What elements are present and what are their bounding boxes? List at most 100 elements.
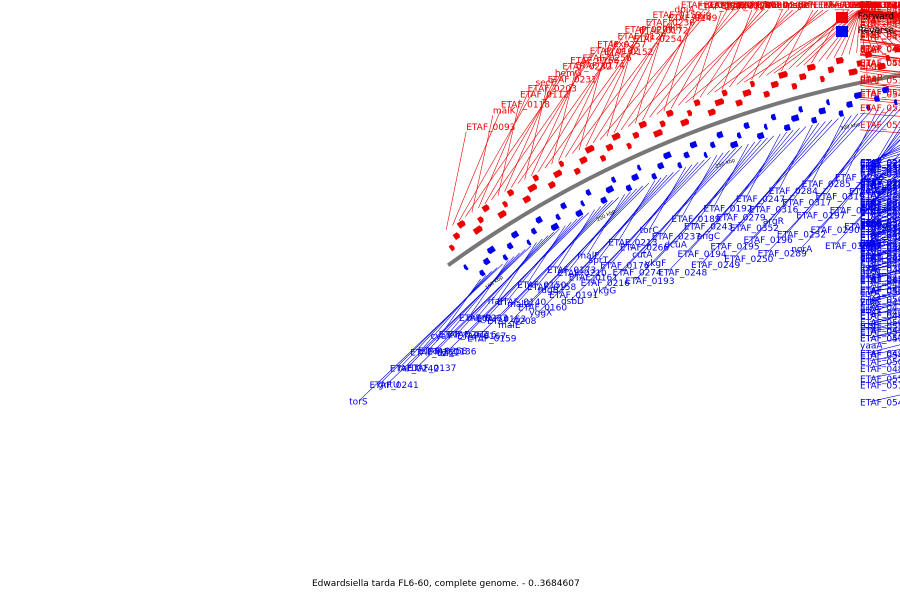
forward-gene-label: ETAF_0422 xyxy=(860,1,900,11)
reverse-gene-label: ETAF_0237 xyxy=(652,233,701,243)
reverse-gene-label: rfaH xyxy=(488,297,507,307)
reverse-gene-label: ETAF_0496 xyxy=(860,311,900,321)
forward-gene-label: ETAF_0526 xyxy=(860,31,900,41)
forward-gene-label: ETAF_0395 xyxy=(860,1,900,11)
forward-gene-label: ETAF_0540 xyxy=(860,90,900,100)
reverse-gene-label: ETAF_0388 xyxy=(860,233,900,243)
reverse-gene-label: yqjK xyxy=(860,219,881,229)
reverse-gene-label: ETAF_0488 xyxy=(860,365,900,375)
forward-gene-label: ETAF_0170 xyxy=(703,1,752,11)
forward-gene xyxy=(714,98,724,107)
forward-gene xyxy=(693,99,701,107)
forward-gene xyxy=(632,131,640,140)
reverse-gene xyxy=(506,242,514,250)
forward-gene-label: ETAF_0369 xyxy=(860,1,900,11)
reverse-gene-label: ETAF_0285 xyxy=(802,180,851,190)
forward-callout xyxy=(692,10,722,101)
reverse-gene-label: ETAF_0507 xyxy=(860,295,900,305)
reverse-callout xyxy=(379,267,498,385)
reverse-callout xyxy=(858,128,900,191)
reverse-gene-label: ETAF_0552 xyxy=(860,375,900,385)
forward-gene-label: ETAF_0405 xyxy=(860,1,900,11)
reverse-gene-label: ETAF_0404 xyxy=(860,209,900,219)
forward-callout xyxy=(452,109,502,226)
reverse-gene-label: ETAF_0464 xyxy=(860,266,900,276)
reverse-gene-label: ETAF_0414 xyxy=(860,208,900,218)
reverse-gene-label: ETAF_0486 xyxy=(860,258,900,268)
reverse-gene-label: ETAF_0330 xyxy=(825,242,874,252)
reverse-gene-label: ETAF_0195 xyxy=(710,243,759,253)
reverse-gene-label: ptsN xyxy=(860,268,881,278)
forward-callout xyxy=(803,9,861,66)
forward-gene-label: yjeF xyxy=(860,1,879,11)
reverse-gene xyxy=(689,140,698,149)
reverse-gene-label: ETAF_0202 xyxy=(849,188,898,198)
forward-gene-label: speF2 xyxy=(782,1,809,11)
forward-gene-label: ETAF_0482 xyxy=(860,1,900,11)
reverse-gene-label: ETAF_0295 xyxy=(860,179,900,189)
reverse-gene-label: ETAF_0210 xyxy=(558,269,607,279)
forward-gene xyxy=(452,232,461,241)
reverse-gene xyxy=(657,161,665,170)
reverse-gene-label: ETAF_0427 xyxy=(860,231,900,241)
genome-backbone xyxy=(446,73,900,267)
reverse-gene-label: ETAF_0436 xyxy=(860,244,900,254)
reverse-gene-label: ETAF_0396 xyxy=(860,253,900,263)
reverse-gene-label: rarD xyxy=(398,364,418,374)
reverse-gene-label: ETAF_0452 xyxy=(860,276,900,286)
forward-gene-label: ETAF_0276 xyxy=(844,1,893,11)
reverse-gene xyxy=(526,239,532,246)
forward-gene xyxy=(665,109,674,118)
reverse-gene xyxy=(575,209,584,218)
forward-gene-label: malM xyxy=(768,1,793,11)
forward-callout xyxy=(751,9,783,81)
reverse-gene-label: cyaY xyxy=(431,332,453,342)
reverse-gene-label: ETAF_0448 xyxy=(860,312,900,322)
reverse-gene-label: ETAF_0474 xyxy=(860,299,900,309)
reverse-gene-label: ETAF_0234 xyxy=(860,197,900,207)
reverse-gene xyxy=(798,106,804,113)
forward-callout xyxy=(635,32,663,124)
reverse-gene-label: rdgB xyxy=(538,286,559,296)
reverse-gene-label: ETAF_0509 xyxy=(860,335,900,345)
reverse-callout xyxy=(811,116,846,183)
forward-gene-label: apaG xyxy=(860,63,884,73)
forward-callout xyxy=(663,21,692,112)
reverse-gene-label: yggX xyxy=(529,308,552,318)
reverse-gene xyxy=(483,257,491,266)
reverse-gene xyxy=(625,184,633,192)
forward-gene-label: ETAF_0489 xyxy=(860,18,900,28)
forward-gene-label: ETAF_0495 xyxy=(860,45,900,55)
reverse-gene-label: ETAF_0393 xyxy=(860,264,900,274)
reverse-gene xyxy=(683,151,690,159)
reverse-gene xyxy=(881,86,890,94)
forward-gene xyxy=(481,204,490,213)
reverse-gene-label: ETAF_0116 xyxy=(447,331,496,341)
forward-callout xyxy=(558,48,611,161)
forward-gene xyxy=(735,99,743,107)
reverse-callout-lines xyxy=(358,105,900,402)
forward-gene xyxy=(848,68,858,76)
forward-gene xyxy=(605,143,614,152)
reverse-gene xyxy=(479,269,486,277)
forward-callout xyxy=(699,9,758,98)
reverse-gene xyxy=(838,110,844,117)
forward-gene-label: malK xyxy=(493,106,517,116)
reverse-gene-label: ETAF_0416 xyxy=(860,212,900,222)
forward-gene-label: ETAF_0255 xyxy=(681,1,730,11)
reverse-gene-label: ETAF_0158 xyxy=(527,283,576,293)
forward-gene-label: ETAF_0347 xyxy=(860,1,900,11)
reverse-gene-label: yhbH xyxy=(860,255,884,265)
forward-callout xyxy=(578,56,605,151)
reverse-callout xyxy=(733,110,872,258)
reverse-gene-label: ETAF_0298 xyxy=(860,179,900,189)
forward-gene-label: ETAF_0373 xyxy=(860,1,900,11)
reverse-gene-label: ETAF_0350 xyxy=(860,243,900,253)
forward-gene xyxy=(893,45,900,53)
reverse-gene-label: ETAF_0386 xyxy=(860,191,900,201)
reverse-callout xyxy=(602,145,743,290)
reverse-gene xyxy=(710,141,716,149)
reverse-callout xyxy=(448,256,515,334)
forward-gene-label: ETAF_0203 xyxy=(528,84,577,94)
forward-callout xyxy=(841,9,861,57)
